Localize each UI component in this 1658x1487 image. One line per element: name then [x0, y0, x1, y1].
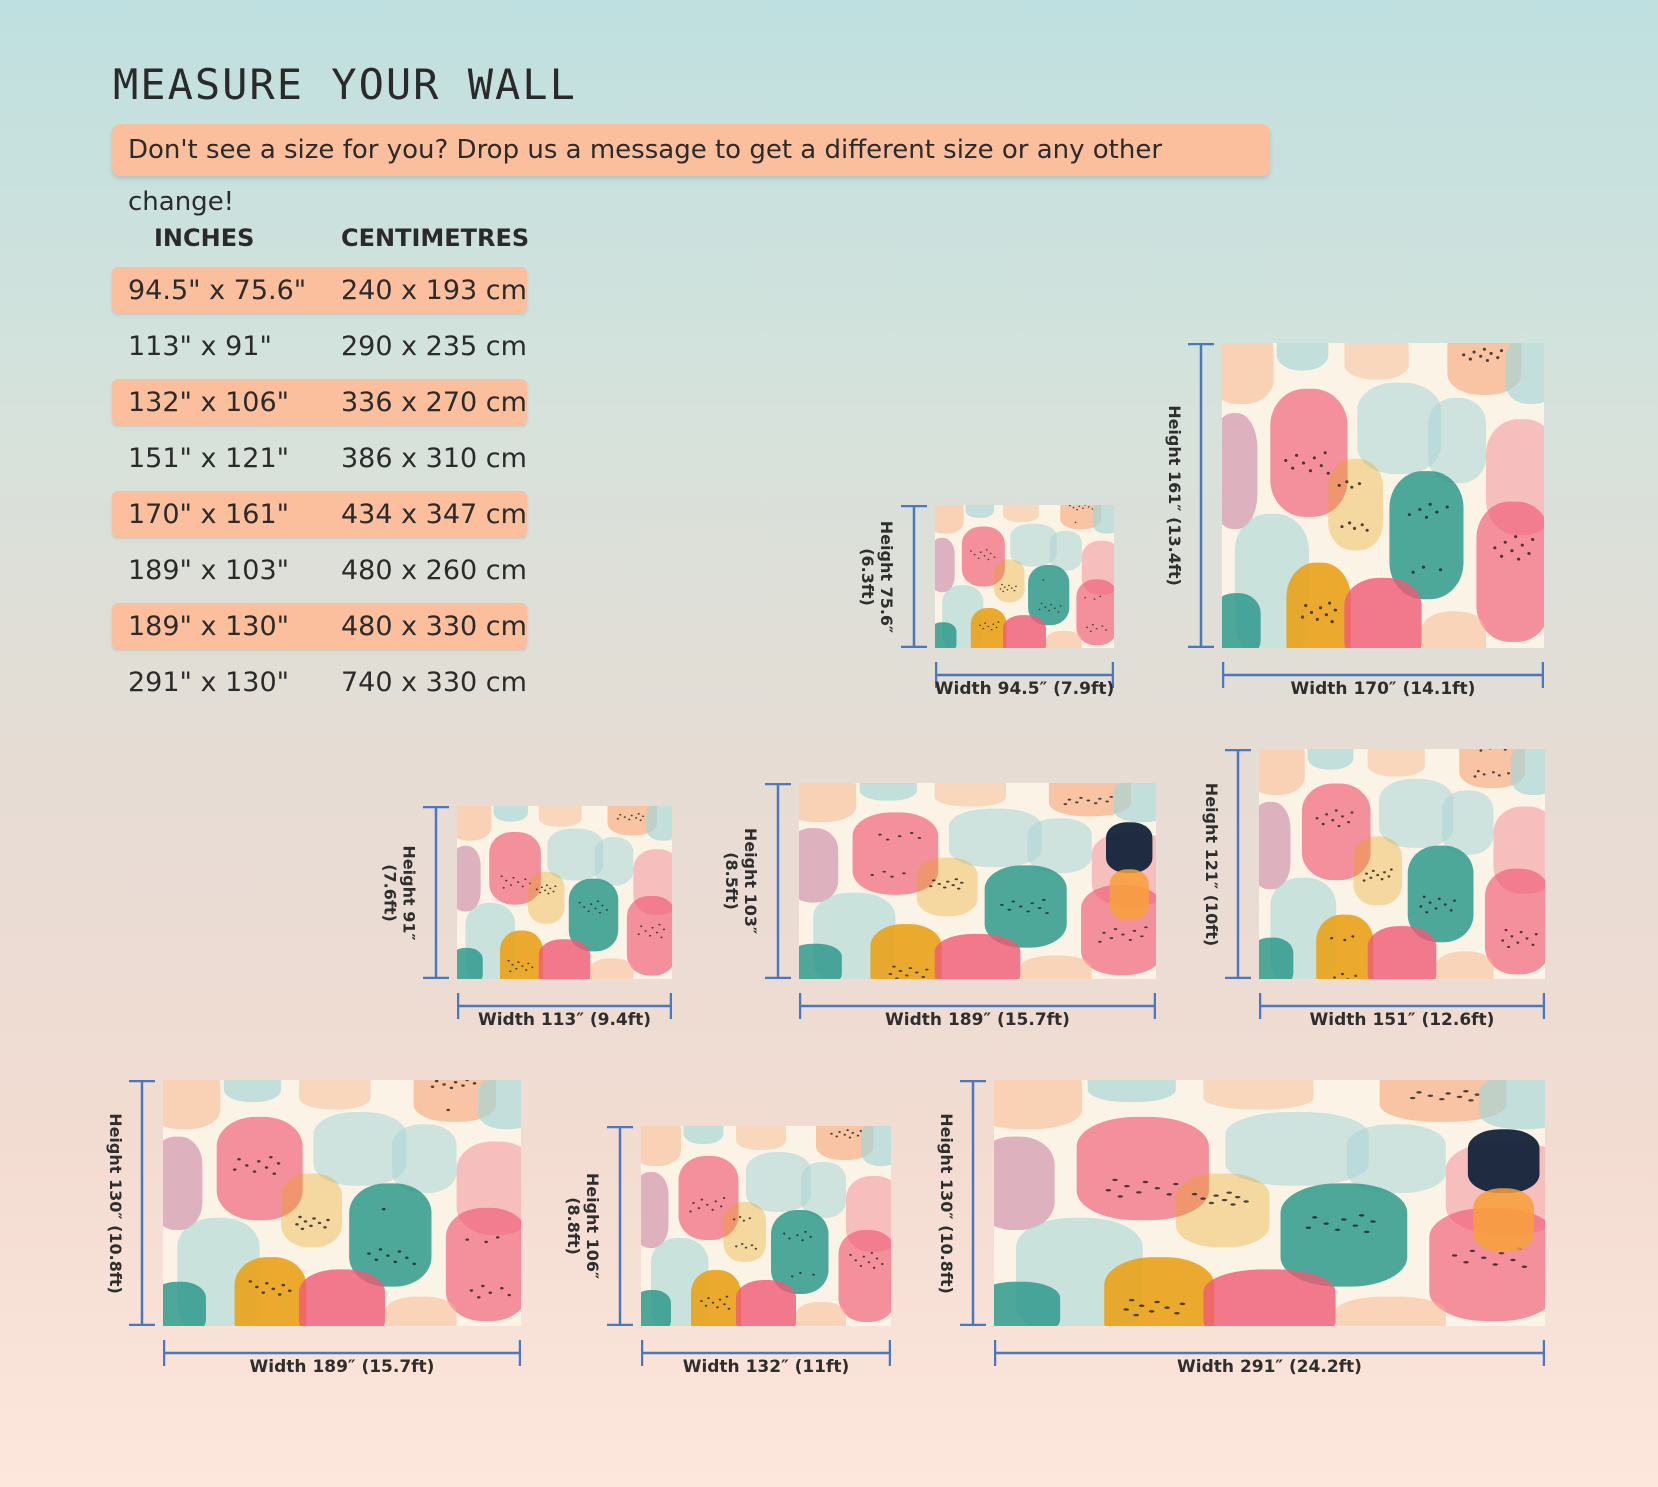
size-cm: 740 x 330 cm	[341, 667, 527, 698]
mural-pattern-image	[935, 505, 1114, 648]
size-inches: 113" x 91"	[128, 331, 272, 362]
height-label: Height 106″ (8.8ft)	[564, 1173, 602, 1279]
size-inches: 151" x 121"	[128, 443, 290, 474]
mural-pattern-image	[457, 806, 672, 979]
size-cm: 480 x 260 cm	[341, 555, 527, 586]
size-cm: 480 x 330 cm	[341, 611, 527, 642]
width-label: Width 291″ (24.2ft)	[1177, 1357, 1362, 1377]
height-label-line: Height 103″	[741, 827, 761, 935]
width-dimension-line	[935, 662, 1114, 688]
width-label: Width 113″ (9.4ft)	[477, 1010, 652, 1030]
height-label-feet: (8.8ft)	[564, 1197, 584, 1255]
centimetres-header: CENTIMETRES	[341, 224, 530, 252]
width-dimension-line	[1222, 662, 1544, 688]
width-dimension-line	[994, 1340, 1545, 1366]
size-row: 113" x 91" 290 x 235 cm	[112, 323, 527, 369]
height-label: Height 130″ (10.8ft)	[105, 1113, 124, 1294]
size-row: 94.5" x 75.6" 240 x 193 cm	[112, 267, 527, 313]
height-label: Height 161″ (13.4ft)	[1164, 405, 1183, 586]
height-label: Height 91″ (7.6ft)	[380, 845, 418, 940]
width-dimension-line	[641, 1340, 891, 1366]
height-label: Height 130″ (10.8ft)	[936, 1113, 955, 1294]
size-row: 291" x 130" 740 x 330 cm	[112, 659, 527, 705]
width-label: Width 151″ (12.6ft)	[1309, 1010, 1495, 1030]
height-label: Height 121″ (10ft)	[1202, 782, 1221, 945]
size-cm: 386 x 310 cm	[341, 443, 527, 474]
size-cm: 434 x 347 cm	[341, 499, 527, 530]
height-dimension-line	[129, 1080, 155, 1326]
size-row: 170" x 161" 434 x 347 cm	[112, 491, 527, 537]
mural-pattern-image	[1259, 749, 1545, 979]
mural-pattern-image	[641, 1126, 891, 1326]
height-label-line: Height 75.6″	[877, 520, 897, 633]
height-label-feet: (7.6ft)	[380, 863, 400, 922]
width-dimension-line	[1259, 993, 1545, 1019]
size-inches: 291" x 130"	[128, 667, 290, 698]
custom-size-banner: Don't see a size for you? Drop us a mess…	[112, 124, 1270, 217]
size-inches: 170" x 161"	[128, 499, 290, 530]
width-dimension-line	[799, 993, 1156, 1019]
height-label-line: Height 130″ (10.8ft)	[936, 1112, 956, 1294]
width-label: Width 189″ (15.7ft)	[885, 1010, 1070, 1030]
size-inches: 189" x 103"	[128, 555, 290, 586]
mural-pattern-image	[1222, 343, 1544, 648]
height-dimension-line	[1188, 343, 1214, 648]
width-label: Width 189″ (15.7ft)	[249, 1357, 435, 1377]
size-row: 189" x 103" 480 x 260 cm	[112, 547, 527, 593]
width-dimension-line	[457, 993, 672, 1019]
size-cm: 336 x 270 cm	[341, 387, 527, 418]
size-inches: 94.5" x 75.6"	[128, 275, 307, 306]
mural-pattern-image	[163, 1080, 521, 1326]
height-label: Height 103″ (8.5ft)	[722, 828, 760, 934]
width-label: Width 170″ (14.1ft)	[1290, 679, 1476, 699]
mural-pattern-image	[799, 783, 1156, 979]
height-label-feet: (6.3ft)	[858, 547, 878, 606]
height-label: Height 75.6″ (6.3ft)	[858, 520, 896, 632]
size-cm: 290 x 235 cm	[341, 331, 527, 362]
height-dimension-line	[423, 806, 449, 979]
width-label: Width 132″ (11ft)	[682, 1357, 850, 1377]
height-label-line: Height 121″ (10ft)	[1201, 782, 1221, 946]
inches-header: INCHES	[154, 224, 255, 252]
height-label-line: Height 91″	[399, 844, 419, 941]
size-row: 189" x 130" 480 x 330 cm	[112, 603, 527, 649]
height-dimension-line	[901, 505, 927, 648]
height-label-feet: (8.5ft)	[722, 852, 742, 910]
size-row: 151" x 121" 386 x 310 cm	[112, 435, 527, 481]
mural-pattern-image	[994, 1080, 1545, 1326]
width-label: Width 94.5″ (7.9ft)	[934, 679, 1115, 699]
size-row: 132" x 106" 336 x 270 cm	[112, 379, 527, 425]
size-inches: 189" x 130"	[128, 611, 290, 642]
height-dimension-line	[765, 783, 791, 979]
height-label-line: Height 161″ (13.4ft)	[1164, 405, 1184, 586]
height-dimension-line	[1225, 749, 1251, 979]
page-title: MEASURE YOUR WALL	[113, 60, 577, 109]
width-dimension-line	[163, 1340, 521, 1366]
height-dimension-line	[607, 1126, 633, 1326]
size-cm: 240 x 193 cm	[341, 275, 527, 306]
height-label-line: Height 130″ (10.8ft)	[105, 1112, 125, 1294]
height-dimension-line	[960, 1080, 986, 1326]
size-inches: 132" x 106"	[128, 387, 290, 418]
height-label-line: Height 106″	[583, 1172, 603, 1280]
